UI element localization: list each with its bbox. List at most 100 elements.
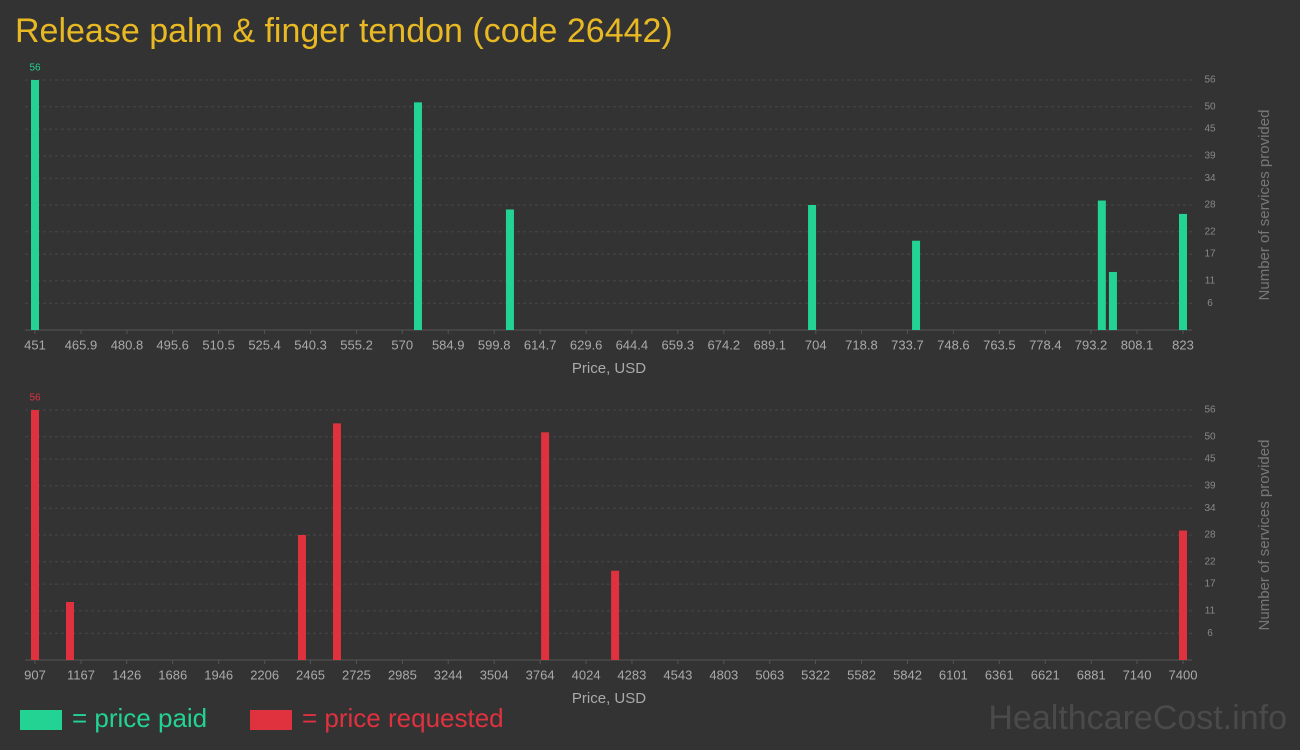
x-tick-label: 510.5	[202, 337, 235, 352]
x-tick-label: 748.6	[937, 337, 970, 352]
data-label: 56	[29, 63, 41, 74]
legend-swatch	[250, 710, 292, 730]
y-axis-label: Number of services provided	[1256, 110, 1273, 301]
x-tick-label: 674.2	[708, 337, 741, 352]
y-tick-label: 39	[1204, 481, 1216, 492]
bar	[332, 423, 341, 660]
x-tick-label: 1167	[67, 667, 95, 682]
y-tick-label: 17	[1204, 249, 1216, 260]
y-tick-label: 6	[1207, 628, 1213, 639]
y-tick-label: 22	[1204, 556, 1216, 567]
data-label: 56	[29, 393, 41, 404]
bar	[611, 570, 620, 660]
y-tick-label: 34	[1204, 173, 1216, 184]
x-tick-label: 6621	[1031, 667, 1060, 682]
x-tick-label: 2206	[250, 667, 279, 682]
x-tick-label: 1946	[204, 667, 233, 682]
x-tick-label: 599.8	[478, 337, 511, 352]
bar	[413, 102, 422, 330]
x-tick-label: 3244	[434, 667, 463, 682]
y-tick-label: 11	[1205, 606, 1216, 617]
y-tick-label: 28	[1204, 200, 1216, 211]
x-tick-label: 3504	[480, 667, 509, 682]
x-tick-label: 2985	[388, 667, 417, 682]
x-axis-label: Price, USD	[572, 690, 646, 707]
y-tick-label: 50	[1204, 431, 1216, 442]
bar	[505, 209, 514, 330]
x-tick-label: 495.6	[156, 337, 189, 352]
x-tick-label: 763.5	[983, 337, 1016, 352]
x-axis-label: Price, USD	[572, 360, 646, 377]
x-tick-label: 540.3	[294, 337, 327, 352]
bar	[912, 240, 921, 330]
x-tick-label: 659.3	[662, 337, 695, 352]
x-tick-label: 480.8	[111, 337, 144, 352]
bar	[297, 535, 306, 660]
x-tick-label: 2465	[296, 667, 325, 682]
x-tick-label: 570	[391, 337, 413, 352]
x-tick-label: 6361	[985, 667, 1014, 682]
x-tick-label: 4283	[617, 667, 646, 682]
x-tick-label: 733.7	[891, 337, 924, 352]
x-tick-label: 451	[24, 337, 46, 352]
watermark: HealthcareCost.info	[988, 699, 1287, 737]
y-tick-label: 50	[1204, 101, 1216, 112]
y-tick-label: 39	[1204, 151, 1216, 162]
y-axis-label: Number of services provided	[1256, 440, 1273, 631]
x-tick-label: 718.8	[845, 337, 878, 352]
x-tick-label: 6881	[1077, 667, 1106, 682]
x-tick-label: 793.2	[1075, 337, 1108, 352]
y-tick-label: 11	[1205, 276, 1216, 287]
bar	[1179, 530, 1187, 660]
y-tick-label: 34	[1204, 503, 1216, 514]
x-tick-label: 907	[24, 667, 46, 682]
legend-label: = price paid	[72, 703, 207, 733]
bar	[66, 601, 75, 660]
chart-title: Release palm & finger tendon (code 26442…	[15, 12, 673, 50]
x-tick-label: 2725	[342, 667, 371, 682]
y-tick-label: 6	[1207, 298, 1213, 309]
x-tick-label: 7400	[1169, 667, 1198, 682]
bar	[31, 410, 39, 660]
x-tick-label: 584.9	[432, 337, 465, 352]
legend-swatch	[20, 710, 62, 730]
x-tick-label: 629.6	[570, 337, 603, 352]
y-tick-label: 22	[1204, 226, 1216, 237]
x-tick-label: 689.1	[754, 337, 787, 352]
y-tick-label: 28	[1204, 530, 1216, 541]
x-tick-label: 644.4	[616, 337, 649, 352]
x-tick-label: 1686	[158, 667, 187, 682]
y-tick-label: 56	[1204, 405, 1216, 416]
x-tick-label: 823	[1172, 337, 1194, 352]
x-tick-label: 555.2	[340, 337, 373, 352]
x-tick-label: 5842	[893, 667, 922, 682]
bar	[541, 432, 550, 660]
x-tick-label: 5582	[847, 667, 876, 682]
y-tick-label: 56	[1204, 75, 1216, 86]
x-tick-label: 614.7	[524, 337, 557, 352]
x-tick-label: 465.9	[65, 337, 98, 352]
x-tick-label: 778.4	[1029, 337, 1062, 352]
x-tick-label: 7140	[1123, 667, 1152, 682]
x-tick-label: 704	[805, 337, 827, 352]
bar	[1097, 200, 1106, 330]
x-tick-label: 6101	[939, 667, 968, 682]
x-tick-label: 4803	[709, 667, 738, 682]
x-tick-label: 3764	[526, 667, 555, 682]
x-tick-label: 5322	[801, 667, 830, 682]
x-tick-label: 5063	[755, 667, 784, 682]
legend-label: = price requested	[302, 703, 504, 733]
x-tick-label: 1426	[112, 667, 141, 682]
bar	[31, 80, 39, 330]
x-tick-label: 808.1	[1121, 337, 1154, 352]
bar	[1108, 271, 1117, 330]
x-tick-label: 4543	[663, 667, 692, 682]
bar	[1179, 213, 1187, 330]
y-tick-label: 45	[1204, 124, 1216, 135]
y-tick-label: 17	[1204, 579, 1216, 590]
bar	[808, 205, 817, 330]
x-tick-label: 4024	[572, 667, 601, 682]
